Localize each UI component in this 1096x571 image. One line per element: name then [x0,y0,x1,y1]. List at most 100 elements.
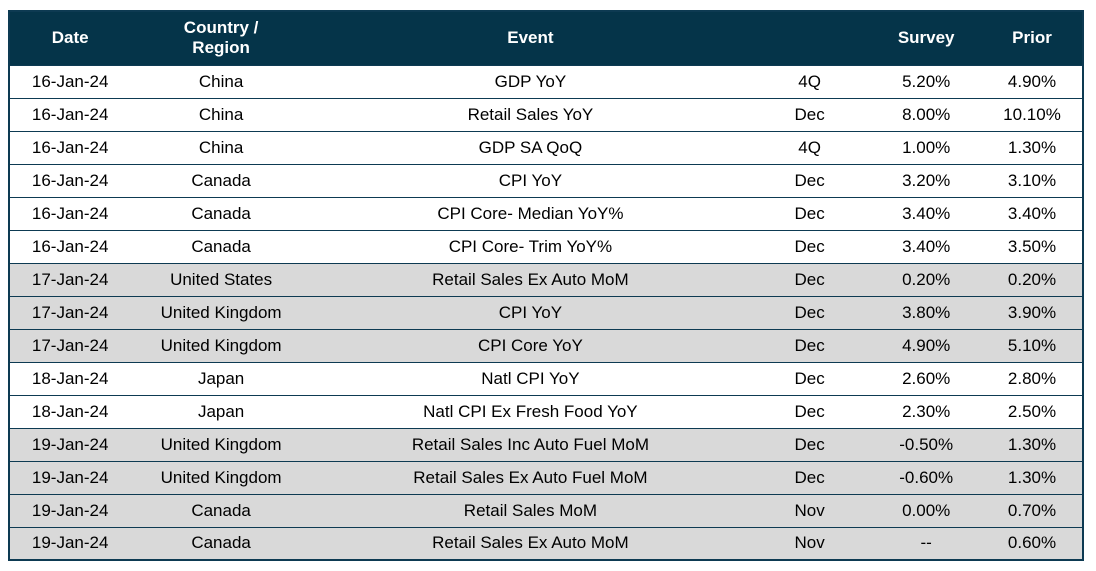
table-cell-prior: 0.60% [982,526,1083,560]
col-header-date: Date [9,11,131,65]
table-cell-period: Dec [748,328,871,362]
table-row: 16-Jan-24 Canada CPI Core- Median YoY% Dec 3… [9,196,1083,230]
table-row: 19-Jan-24 United Kingdom Retail Sales Inc … [9,427,1083,461]
table-cell-survey: -0.50% [870,427,983,461]
table-cell-date: 17-Jan-24 [9,328,131,362]
table-cell-event: Retail Sales Ex Auto Fuel MoM [311,460,749,494]
table-cell-date: 19-Jan-24 [9,427,131,461]
table-cell-date: 18-Jan-24 [9,361,131,395]
table-row: 17-Jan-24 United States Retail Sales Ex Au… [9,262,1083,296]
col-header-event: Event [311,11,749,65]
table-cell-prior: 0.20% [982,262,1083,296]
table-cell-survey: 0.00% [870,493,983,527]
table-cell-period: Dec [748,295,871,329]
col-header-prior: Prior [982,11,1083,65]
table-cell-event: CPI Core YoY [311,328,749,362]
table-cell-country: Canada [130,163,312,197]
table-cell-prior: 5.10% [982,328,1083,362]
table-cell-country: Canada [130,196,312,230]
table-cell-prior: 1.30% [982,427,1083,461]
table-cell-country: Japan [130,394,312,428]
table-cell-survey: 3.20% [870,163,983,197]
table-cell-survey: 5.20% [870,64,983,98]
table-cell-country: Canada [130,526,312,560]
table-cell-prior: 3.40% [982,196,1083,230]
table-cell-survey: -0.60% [870,460,983,494]
table-cell-period: 4Q [748,64,871,98]
table-cell-prior: 2.50% [982,394,1083,428]
table-cell-period: Dec [748,361,871,395]
table-cell-event: CPI Core- Trim YoY% [311,229,749,263]
table-cell-country: China [130,130,312,164]
table-cell-period: Nov [748,493,871,527]
table-cell-event: Retail Sales MoM [311,493,749,527]
header-row: Date Country / Region Event Survey Prior [9,11,1083,65]
table-cell-country: Japan [130,361,312,395]
table-cell-period: Nov [748,526,871,560]
table-cell-prior: 10.10% [982,97,1083,131]
table-cell-event: Natl CPI YoY [311,361,749,395]
table-row: 16-Jan-24 China GDP YoY 4Q 5.20% 4.90% [9,64,1083,98]
table-cell-date: 16-Jan-24 [9,163,131,197]
table-cell-event: Retail Sales Ex Auto MoM [311,262,749,296]
table-cell-date: 19-Jan-24 [9,526,131,560]
table-cell-prior: 0.70% [982,493,1083,527]
table-cell-period: Dec [748,460,871,494]
table-cell-country: Canada [130,229,312,263]
table-cell-period: Dec [748,97,871,131]
table-body: 16-Jan-24 China GDP YoY 4Q 5.20% 4.90% 16-Jan-… [9,64,1083,560]
table-cell-country: United Kingdom [130,328,312,362]
table-cell-country: United Kingdom [130,460,312,494]
table-cell-event: GDP SA QoQ [311,130,749,164]
table-cell-country: United States [130,262,312,296]
table-cell-period: Dec [748,229,871,263]
table-cell-country: Canada [130,493,312,527]
table-cell-event: Retail Sales Ex Auto MoM [311,526,749,560]
table-cell-period: Dec [748,196,871,230]
table-row: 16-Jan-24 Canada CPI Core- Trim YoY% Dec 3.4… [9,229,1083,263]
table-row: 18-Jan-24 Japan Natl CPI YoY Dec 2.60% 2.80% [9,361,1083,395]
table-cell-prior: 3.90% [982,295,1083,329]
table-cell-prior: 1.30% [982,460,1083,494]
table-cell-survey: 3.40% [870,196,983,230]
table-cell-date: 17-Jan-24 [9,262,131,296]
col-header-survey: Survey [870,11,983,65]
table-cell-survey: 3.80% [870,295,983,329]
table-row: 16-Jan-24 Canada CPI YoY Dec 3.20% 3.10% [9,163,1083,197]
table-cell-event: GDP YoY [311,64,749,98]
table-cell-period: 4Q [748,130,871,164]
table-cell-survey: 2.60% [870,361,983,395]
table-row: 17-Jan-24 United Kingdom CPI YoY Dec 3.80% 3.… [9,295,1083,329]
table-cell-survey: 1.00% [870,130,983,164]
table-cell-period: Dec [748,427,871,461]
table-row: 18-Jan-24 Japan Natl CPI Ex Fresh Food YoY… [9,394,1083,428]
table-cell-country: United Kingdom [130,295,312,329]
table-cell-date: 17-Jan-24 [9,295,131,329]
table-row: 16-Jan-24 China Retail Sales YoY Dec 8.00% 10… [9,97,1083,131]
table-cell-country: China [130,97,312,131]
table-cell-prior: 3.10% [982,163,1083,197]
table-cell-date: 16-Jan-24 [9,196,131,230]
table-row: 19-Jan-24 United Kingdom Retail Sales Ex A… [9,460,1083,494]
table-cell-survey: 8.00% [870,97,983,131]
table-cell-event: CPI YoY [311,163,749,197]
table-cell-prior: 3.50% [982,229,1083,263]
table-cell-event: Natl CPI Ex Fresh Food YoY [311,394,749,428]
table-cell-survey: 2.30% [870,394,983,428]
table-cell-period: Dec [748,163,871,197]
economic-calendar-table: Date Country / Region Event Survey Prior… [8,10,1084,561]
table-cell-date: 16-Jan-24 [9,97,131,131]
col-header-country: Country / Region [130,11,312,65]
table-cell-date: 19-Jan-24 [9,493,131,527]
table-cell-event: CPI YoY [311,295,749,329]
col-header-period [748,11,871,65]
table-row: 17-Jan-24 United Kingdom CPI Core YoY Dec 4.… [9,328,1083,362]
table-cell-date: 18-Jan-24 [9,394,131,428]
table-cell-period: Dec [748,394,871,428]
table-cell-survey: 0.20% [870,262,983,296]
table-cell-date: 16-Jan-24 [9,64,131,98]
table-cell-prior: 2.80% [982,361,1083,395]
table-cell-date: 16-Jan-24 [9,130,131,164]
table-cell-prior: 4.90% [982,64,1083,98]
